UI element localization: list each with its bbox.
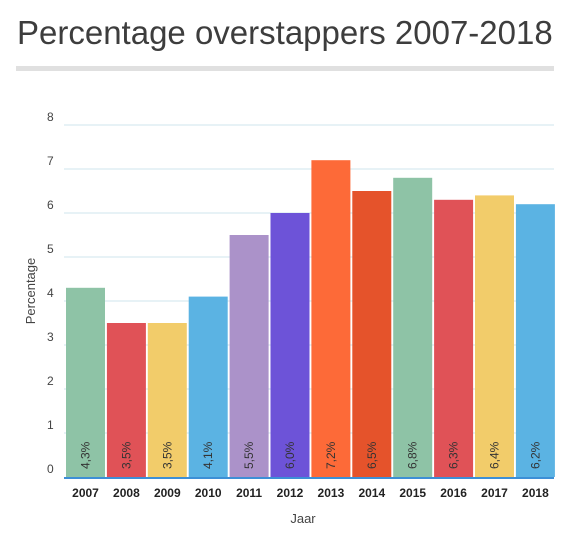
data-label: 4,1% <box>201 441 215 469</box>
data-label: 3,5% <box>119 441 133 469</box>
x-tick-label: 2008 <box>113 486 140 500</box>
y-axis-title: Percentage <box>23 258 38 325</box>
x-tick-label: 2013 <box>318 486 345 500</box>
data-label: 6,3% <box>447 441 461 469</box>
data-label: 3,5% <box>160 441 174 469</box>
bar <box>147 323 187 477</box>
title-divider <box>16 66 554 71</box>
bar <box>229 235 269 477</box>
data-label: 6,0% <box>283 441 297 469</box>
bar <box>311 160 351 477</box>
data-label: 6,2% <box>528 441 542 469</box>
bar <box>393 177 433 478</box>
x-tick-label: 2010 <box>195 486 222 500</box>
y-tick-label: 7 <box>47 154 54 168</box>
chart-title: Percentage overstappers 2007-2018 <box>17 14 553 51</box>
x-tick-label: 2014 <box>358 486 385 500</box>
x-tick-label: 2018 <box>522 486 549 500</box>
bar <box>270 213 310 477</box>
x-tick-label: 2012 <box>277 486 304 500</box>
y-tick-label: 0 <box>47 462 54 476</box>
data-label: 7,2% <box>324 441 338 469</box>
bar <box>352 191 392 477</box>
y-tick-label: 6 <box>47 198 54 212</box>
data-label: 6,5% <box>365 441 379 469</box>
x-tick-label: 2007 <box>72 486 99 500</box>
data-label: 6,4% <box>488 441 502 469</box>
y-tick-label: 2 <box>47 374 54 388</box>
y-tick-label: 3 <box>47 330 54 344</box>
x-tick-label: 2016 <box>440 486 467 500</box>
bar <box>188 296 228 477</box>
data-label: 5,5% <box>242 441 256 469</box>
x-tick-label: 2009 <box>154 486 181 500</box>
bar <box>515 204 555 477</box>
bar <box>475 195 514 477</box>
y-tick-label: 8 <box>47 110 54 124</box>
x-axis-title: Jaar <box>290 511 316 526</box>
y-tick-label: 5 <box>47 242 54 256</box>
x-tick-label: 2015 <box>399 486 426 500</box>
x-tick-label: 2011 <box>236 486 262 500</box>
data-label: 4,3% <box>79 441 93 469</box>
data-label: 6,8% <box>406 441 420 469</box>
y-tick-label: 4 <box>47 286 54 300</box>
bar <box>106 323 146 477</box>
bar <box>66 287 105 477</box>
y-tick-label: 1 <box>47 418 54 432</box>
bar <box>434 199 474 478</box>
x-tick-label: 2017 <box>481 486 508 500</box>
